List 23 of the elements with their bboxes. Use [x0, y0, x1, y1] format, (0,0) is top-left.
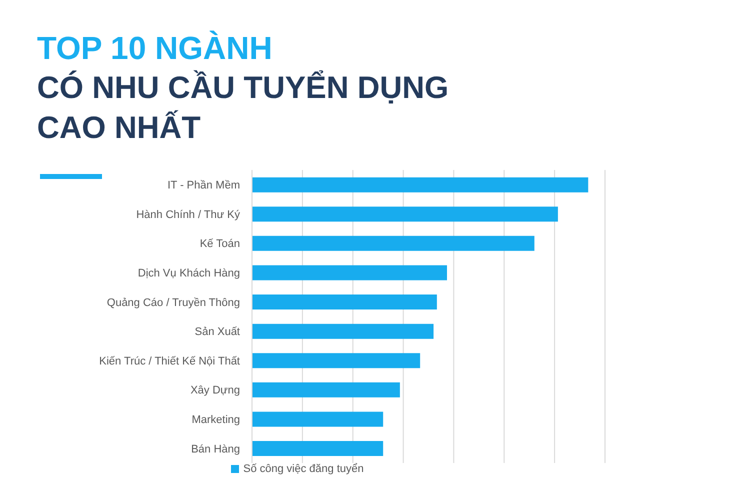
bar	[252, 412, 384, 427]
bar	[252, 382, 400, 398]
chart-subtitle: CÓ NHU CẦU TUYỂN DỤNG CAO NHẤT	[37, 69, 450, 147]
bar	[252, 236, 534, 251]
bar	[252, 294, 437, 310]
y-tick-label: Kế Toán	[200, 238, 240, 250]
y-tick-label: Quảng Cáo / Truyền Thông	[106, 296, 240, 309]
y-tick-label: Xây Dựng	[190, 384, 240, 397]
y-tick-label: Sản Xuất	[194, 326, 240, 338]
y-tick-label: Marketing	[192, 414, 240, 426]
bar	[252, 441, 384, 456]
y-tick-label: Hành Chính / Thư Ký	[136, 208, 240, 221]
y-tick-label: Bán Hàng	[191, 443, 240, 456]
y-tick-label: Dịch Vụ Khách Hàng	[138, 267, 240, 280]
y-tick-label: Kiến Trúc / Thiết Kế Nội Thất	[99, 355, 240, 368]
chart-title: TOP 10 NGÀNH	[37, 29, 274, 68]
bar	[252, 353, 420, 368]
bar	[252, 206, 558, 222]
legend-label: Số công việc đăng tuyển	[243, 463, 364, 475]
bar	[252, 177, 588, 192]
bar	[252, 324, 434, 339]
y-tick-label: IT - Phần Mềm	[167, 180, 240, 192]
bar	[252, 265, 447, 280]
